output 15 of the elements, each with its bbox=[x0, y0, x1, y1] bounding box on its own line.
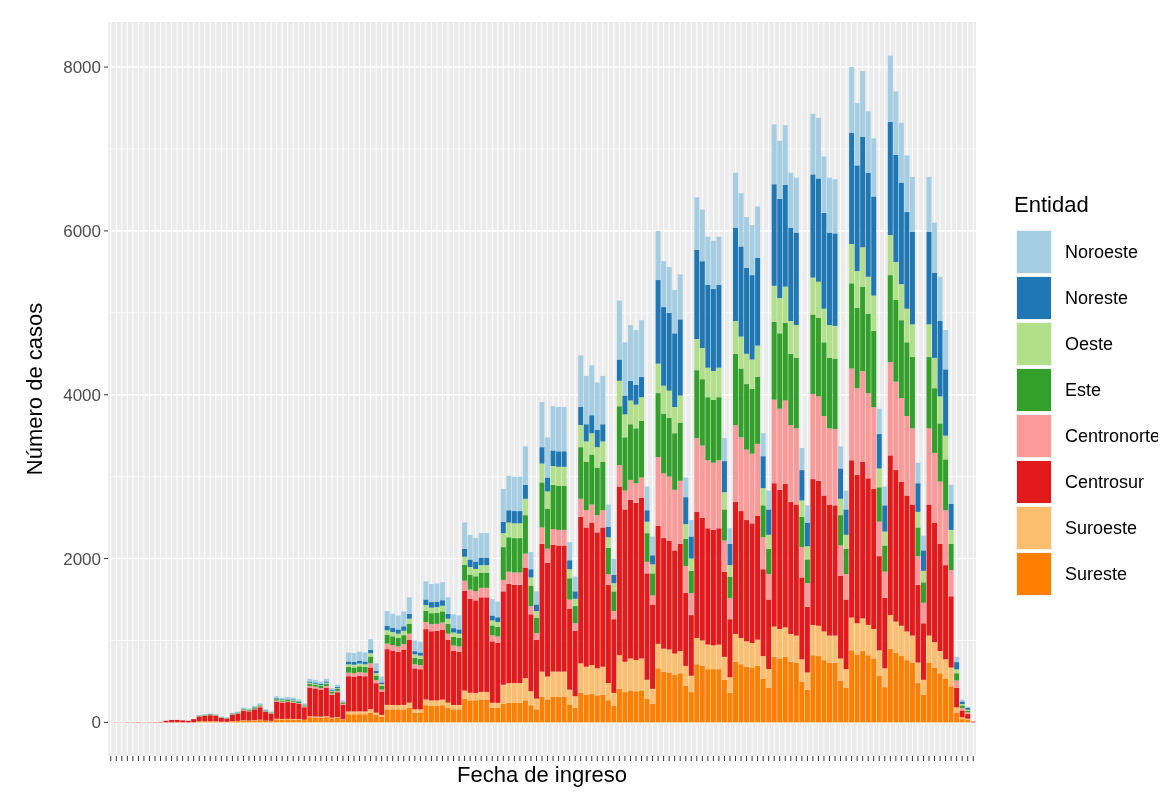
legend-label: Suroeste bbox=[1065, 518, 1138, 539]
legend-label: Sureste bbox=[1065, 564, 1128, 585]
y-axis-title: Número de casos bbox=[22, 302, 47, 476]
y-tick-label: 0 bbox=[91, 713, 101, 733]
legend-label: Este bbox=[1065, 380, 1102, 401]
legend-label: Noreste bbox=[1065, 288, 1129, 309]
legend-title: Entidad bbox=[1014, 192, 1089, 217]
legend-label: Centrosur bbox=[1065, 472, 1145, 493]
legend-label: Oeste bbox=[1065, 334, 1114, 355]
y-tick-label: 8000 bbox=[63, 58, 101, 78]
y-tick-label: 2000 bbox=[63, 549, 101, 569]
y-tick-label: 6000 bbox=[63, 221, 101, 241]
x-axis-title: Fecha de ingreso bbox=[457, 762, 627, 787]
legend-label: Noroeste bbox=[1065, 242, 1139, 263]
y-tick-label: 4000 bbox=[63, 385, 101, 405]
